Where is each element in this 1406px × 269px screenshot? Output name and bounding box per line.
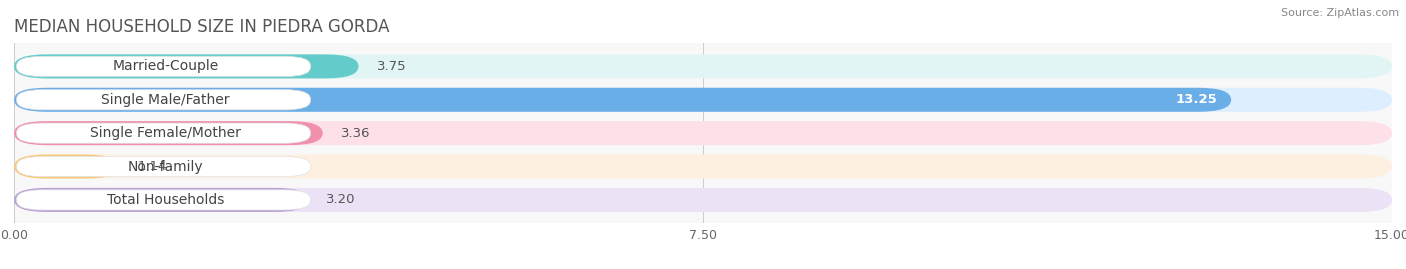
Text: Non-family: Non-family bbox=[128, 160, 204, 174]
FancyBboxPatch shape bbox=[14, 154, 1392, 179]
Text: 1.14: 1.14 bbox=[138, 160, 167, 173]
FancyBboxPatch shape bbox=[14, 54, 359, 79]
FancyBboxPatch shape bbox=[17, 123, 311, 143]
Text: Source: ZipAtlas.com: Source: ZipAtlas.com bbox=[1281, 8, 1399, 18]
FancyBboxPatch shape bbox=[17, 157, 311, 177]
FancyBboxPatch shape bbox=[14, 188, 1392, 212]
Text: 3.75: 3.75 bbox=[377, 60, 406, 73]
Text: 3.36: 3.36 bbox=[342, 127, 371, 140]
FancyBboxPatch shape bbox=[14, 154, 118, 179]
FancyBboxPatch shape bbox=[14, 121, 1392, 145]
FancyBboxPatch shape bbox=[17, 90, 311, 110]
Text: 13.25: 13.25 bbox=[1175, 93, 1218, 106]
Text: Single Male/Father: Single Male/Father bbox=[101, 93, 229, 107]
Text: Single Female/Mother: Single Female/Mother bbox=[90, 126, 240, 140]
FancyBboxPatch shape bbox=[14, 121, 323, 145]
FancyBboxPatch shape bbox=[17, 190, 311, 210]
FancyBboxPatch shape bbox=[17, 56, 311, 76]
FancyBboxPatch shape bbox=[14, 188, 308, 212]
Text: MEDIAN HOUSEHOLD SIZE IN PIEDRA GORDA: MEDIAN HOUSEHOLD SIZE IN PIEDRA GORDA bbox=[14, 18, 389, 36]
FancyBboxPatch shape bbox=[14, 88, 1232, 112]
FancyBboxPatch shape bbox=[14, 88, 1392, 112]
Text: 3.20: 3.20 bbox=[326, 193, 356, 206]
Text: Total Households: Total Households bbox=[107, 193, 225, 207]
Text: Married-Couple: Married-Couple bbox=[112, 59, 219, 73]
FancyBboxPatch shape bbox=[14, 54, 1392, 79]
